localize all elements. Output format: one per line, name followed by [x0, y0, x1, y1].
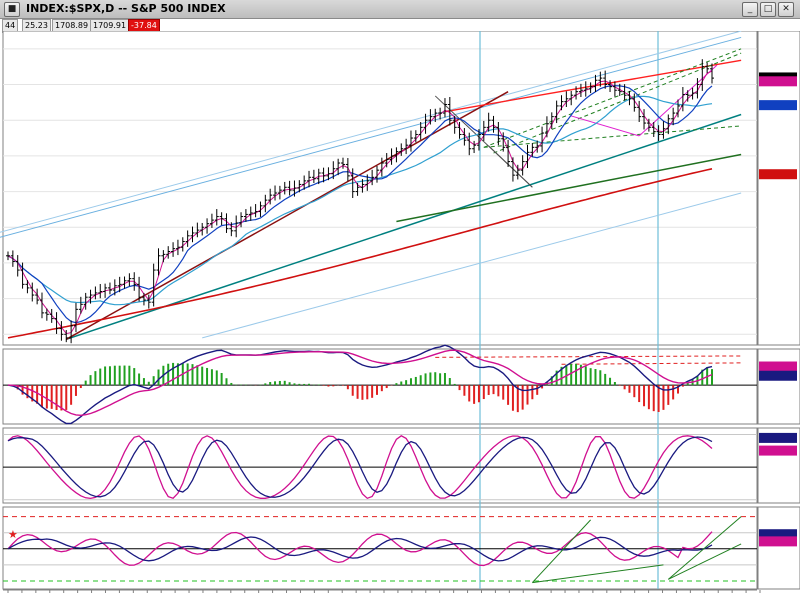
upper-channel-line-2	[0, 31, 742, 233]
macd-div-line-2	[561, 362, 742, 365]
panel-adv	[2, 506, 758, 590]
fm-1343-maroon-line	[65, 91, 509, 340]
minimize-button[interactable]: _	[742, 2, 758, 17]
axis-adv	[757, 506, 800, 590]
adv-signal-line	[7, 531, 713, 567]
macd-signal-line	[7, 349, 713, 417]
app-menu-icon[interactable]: ■	[4, 2, 20, 17]
fm-1343-teal-line	[66, 113, 742, 341]
adv-channel-line	[668, 543, 742, 580]
adv-channel-line	[667, 516, 742, 580]
macd-line	[7, 344, 713, 425]
adv-value-box	[759, 536, 797, 547]
chart-canvas: ★	[0, 31, 800, 593]
panel-stoch	[2, 427, 758, 504]
top-resistance-line	[444, 59, 742, 113]
adv-value-box	[759, 529, 797, 540]
ma-200-line	[7, 168, 713, 339]
ohlc-high: 25.23	[22, 19, 51, 33]
stoch-value-box	[759, 445, 797, 456]
ma-20-line	[7, 85, 713, 324]
upper-channel-line	[0, 36, 742, 238]
star-icon: ★	[8, 528, 18, 541]
ma-short-line	[7, 70, 713, 335]
panel-price	[2, 31, 758, 346]
price-label-box	[759, 100, 797, 111]
adv-macd-line	[7, 536, 713, 562]
adv-channel-line	[531, 519, 591, 583]
wave-line	[488, 145, 533, 188]
dashed-channel-mid	[493, 52, 742, 154]
stoch-k-line	[7, 435, 713, 500]
close-button[interactable]: ✕	[778, 2, 794, 17]
macd-value-box	[759, 370, 797, 381]
title-bar[interactable]: ■ INDEX:$SPX,D -- S&P 500 INDEX _ □ ✕	[0, 0, 800, 19]
ma-50-line	[7, 95, 713, 306]
price-label-box	[759, 169, 797, 180]
wave-line	[571, 115, 640, 137]
axis-macd	[757, 348, 800, 425]
dashed-channel-lower	[483, 125, 742, 148]
dashed-channel-upper	[483, 48, 742, 148]
stoch-value-box	[759, 432, 797, 443]
window-title: INDEX:$SPX,D -- S&P 500 INDEX	[26, 2, 226, 15]
adv-channel-line	[532, 564, 664, 584]
maximize-button[interactable]: □	[760, 2, 776, 17]
stoch-d-line	[7, 436, 713, 498]
macd-div-line	[435, 355, 742, 358]
price-label-box	[759, 76, 797, 87]
lower-channel-line	[202, 192, 742, 339]
macd-value-box	[759, 361, 797, 372]
uptrend-line	[396, 153, 742, 223]
ohlc-bar: 44 25.23 1708.89 1709.91 -37.84	[0, 19, 800, 33]
